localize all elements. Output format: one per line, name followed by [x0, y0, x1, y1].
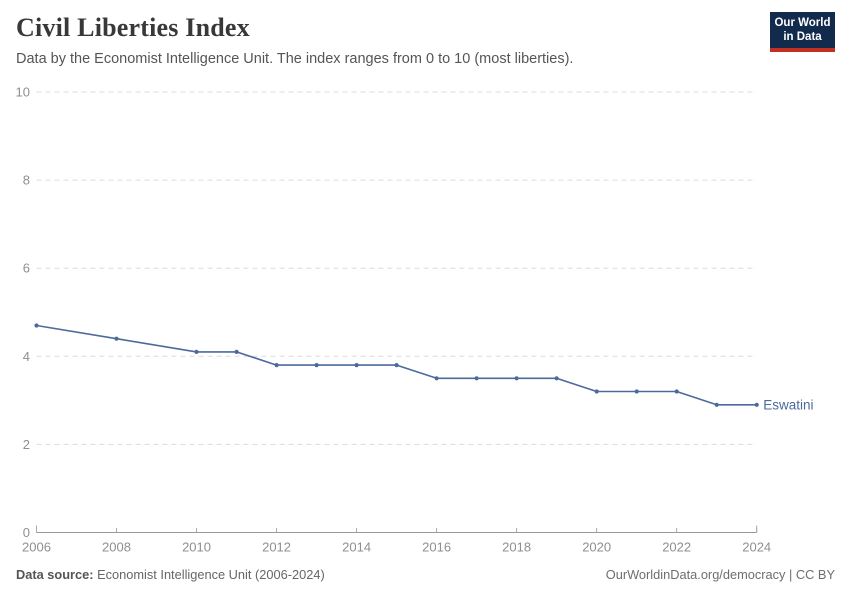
owid-logo-line1: Our World: [774, 17, 831, 29]
data-point: [634, 389, 639, 394]
x-tick-label: 2010: [182, 540, 211, 555]
data-point: [234, 349, 239, 354]
data-point: [274, 363, 279, 368]
data-point: [314, 363, 319, 368]
data-point: [354, 363, 359, 368]
owid-url-link[interactable]: OurWorldinData.org/democracy | CC BY: [605, 567, 835, 582]
x-tick-label: 2016: [422, 540, 451, 555]
chart-title: Civil Liberties Index: [16, 13, 250, 42]
x-tick-label: 2006: [22, 540, 51, 555]
x-tick-label: 2024: [742, 540, 771, 555]
owid-logo-line2: in Data: [783, 31, 822, 44]
y-tick-label: 2: [23, 437, 30, 452]
data-point: [394, 363, 399, 368]
chart-subtitle: Data by the Economist Intelligence Unit.…: [16, 51, 574, 67]
data-point: [714, 402, 719, 407]
y-tick-label: 6: [23, 261, 30, 276]
x-tick-label: 2014: [342, 540, 371, 555]
y-tick-label: 4: [23, 349, 30, 364]
x-tick-label: 2012: [262, 540, 291, 555]
data-point: [474, 376, 479, 381]
data-point: [514, 376, 519, 381]
data-point: [594, 389, 599, 394]
data-point: [434, 376, 439, 381]
data-point: [194, 349, 199, 354]
y-tick-label: 10: [16, 85, 30, 100]
y-tick-label: 0: [23, 525, 30, 540]
data-point: [674, 389, 679, 394]
y-tick-label: 8: [23, 173, 30, 188]
series-end-label: Eswatini: [763, 397, 813, 412]
data-point: [554, 376, 559, 381]
chart-footer: Data source: Economist Intelligence Unit…: [16, 567, 835, 582]
owid-logo[interactable]: Our World in Data: [770, 12, 835, 52]
data-point: [114, 336, 119, 341]
x-tick-label: 2020: [582, 540, 611, 555]
x-tick-label: 2018: [502, 540, 531, 555]
data-source-text: Economist Intelligence Unit (2006-2024): [93, 567, 325, 582]
data-point: [34, 323, 39, 328]
data-source-label: Data source:: [16, 567, 94, 582]
x-tick-label: 2008: [102, 540, 131, 555]
data-point: [754, 402, 759, 407]
data-source: Data source: Economist Intelligence Unit…: [16, 567, 325, 582]
x-tick-label: 2022: [662, 540, 691, 555]
